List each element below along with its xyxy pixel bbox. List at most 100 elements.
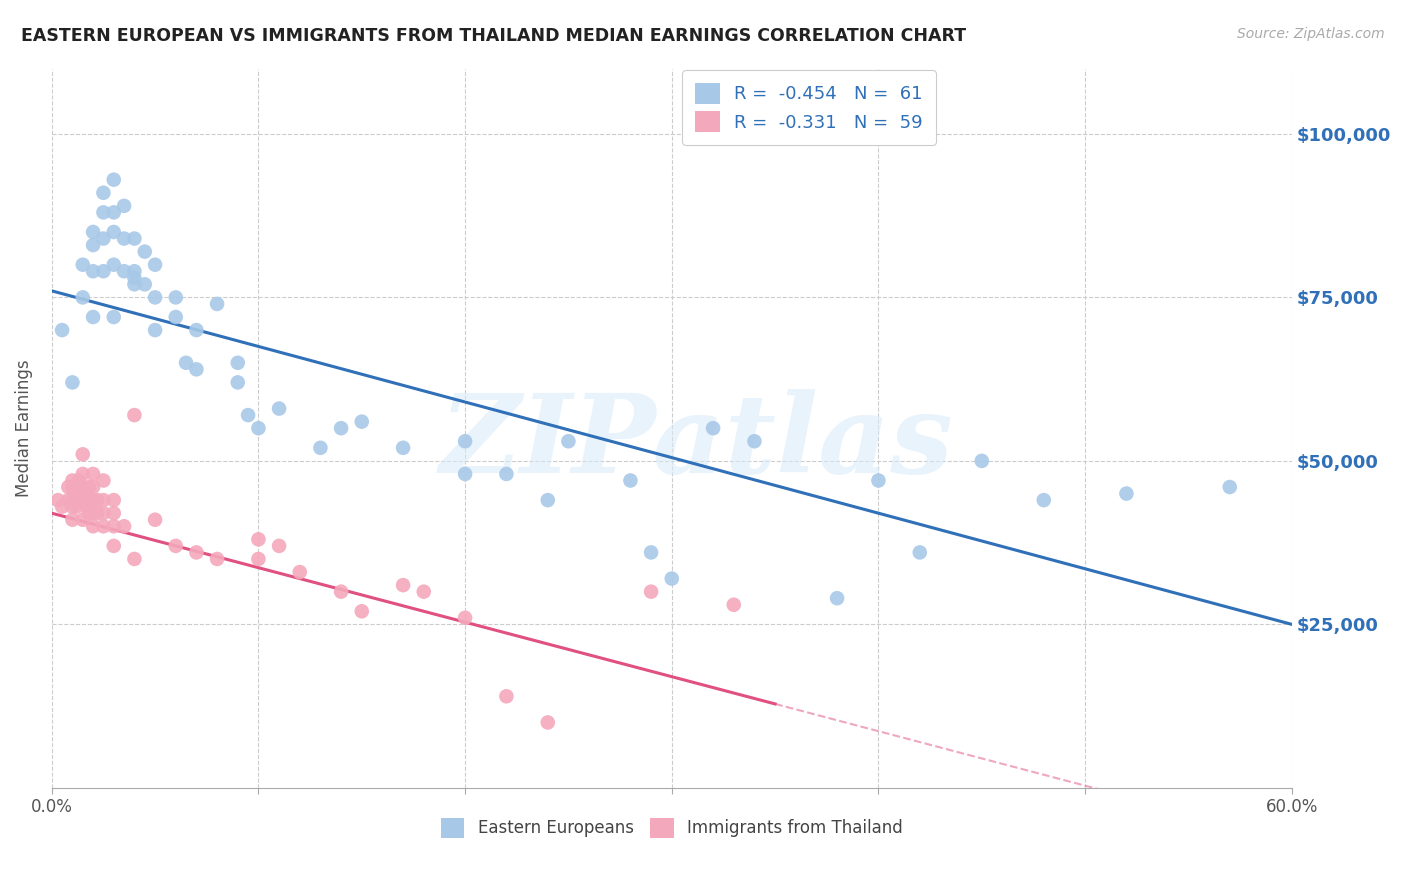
Text: EASTERN EUROPEAN VS IMMIGRANTS FROM THAILAND MEDIAN EARNINGS CORRELATION CHART: EASTERN EUROPEAN VS IMMIGRANTS FROM THAI… bbox=[21, 27, 966, 45]
Point bbox=[77, 480, 100, 494]
Point bbox=[103, 225, 125, 239]
Point bbox=[537, 493, 560, 508]
Point bbox=[392, 578, 415, 592]
Point bbox=[103, 493, 125, 508]
Point bbox=[392, 441, 415, 455]
Point bbox=[103, 205, 125, 219]
Point bbox=[165, 310, 187, 324]
Point bbox=[247, 533, 270, 547]
Point bbox=[124, 231, 146, 245]
Point bbox=[103, 258, 125, 272]
Point bbox=[454, 434, 477, 449]
Point bbox=[67, 474, 90, 488]
Point bbox=[495, 467, 517, 481]
Point bbox=[825, 591, 848, 606]
Point bbox=[205, 552, 228, 566]
Point bbox=[267, 401, 290, 416]
Point bbox=[93, 519, 115, 533]
Point bbox=[112, 264, 135, 278]
Point bbox=[226, 376, 249, 390]
Point bbox=[557, 434, 579, 449]
Point bbox=[65, 500, 87, 514]
Point bbox=[76, 500, 98, 514]
Point bbox=[143, 513, 166, 527]
Point bbox=[93, 506, 115, 520]
Point bbox=[72, 493, 94, 508]
Point bbox=[46, 493, 69, 508]
Point bbox=[82, 519, 104, 533]
Point bbox=[82, 467, 104, 481]
Point bbox=[330, 421, 353, 435]
Point bbox=[723, 598, 745, 612]
Point bbox=[267, 539, 290, 553]
Point bbox=[103, 310, 125, 324]
Point bbox=[661, 572, 683, 586]
Point bbox=[103, 506, 125, 520]
Point bbox=[93, 264, 115, 278]
Point bbox=[103, 172, 125, 186]
Point bbox=[51, 323, 73, 337]
Point bbox=[82, 310, 104, 324]
Point bbox=[537, 715, 560, 730]
Point bbox=[77, 506, 100, 520]
Point bbox=[72, 467, 94, 481]
Text: ZIPatlas: ZIPatlas bbox=[440, 389, 953, 496]
Point bbox=[86, 493, 108, 508]
Point bbox=[186, 323, 208, 337]
Point bbox=[86, 506, 108, 520]
Point bbox=[174, 356, 197, 370]
Point bbox=[412, 584, 434, 599]
Point bbox=[82, 493, 104, 508]
Point bbox=[640, 545, 662, 559]
Point bbox=[702, 421, 724, 435]
Legend: Eastern Europeans, Immigrants from Thailand: Eastern Europeans, Immigrants from Thail… bbox=[434, 812, 910, 844]
Point bbox=[93, 205, 115, 219]
Point bbox=[143, 258, 166, 272]
Point bbox=[72, 290, 94, 304]
Point bbox=[62, 493, 84, 508]
Point bbox=[134, 277, 156, 292]
Point bbox=[103, 539, 125, 553]
Point bbox=[65, 480, 87, 494]
Point bbox=[226, 356, 249, 370]
Point bbox=[454, 611, 477, 625]
Point bbox=[247, 552, 270, 566]
Point bbox=[124, 552, 146, 566]
Point bbox=[143, 290, 166, 304]
Point bbox=[62, 474, 84, 488]
Point bbox=[236, 408, 259, 422]
Point bbox=[640, 584, 662, 599]
Point bbox=[103, 519, 125, 533]
Point bbox=[1115, 486, 1137, 500]
Point bbox=[165, 290, 187, 304]
Point bbox=[165, 539, 187, 553]
Point bbox=[82, 238, 104, 252]
Point bbox=[970, 454, 993, 468]
Point bbox=[868, 474, 890, 488]
Point bbox=[93, 493, 115, 508]
Point bbox=[112, 231, 135, 245]
Point bbox=[51, 500, 73, 514]
Point bbox=[72, 447, 94, 461]
Point bbox=[186, 362, 208, 376]
Point bbox=[67, 486, 90, 500]
Point bbox=[205, 297, 228, 311]
Point bbox=[744, 434, 766, 449]
Point bbox=[82, 225, 104, 239]
Point bbox=[288, 565, 311, 579]
Point bbox=[58, 493, 80, 508]
Point bbox=[65, 493, 87, 508]
Point bbox=[76, 486, 98, 500]
Point bbox=[247, 421, 270, 435]
Point bbox=[72, 258, 94, 272]
Point bbox=[62, 480, 84, 494]
Point bbox=[309, 441, 332, 455]
Point bbox=[112, 519, 135, 533]
Point bbox=[124, 264, 146, 278]
Point bbox=[82, 264, 104, 278]
Y-axis label: Median Earnings: Median Earnings bbox=[15, 359, 32, 497]
Point bbox=[134, 244, 156, 259]
Point bbox=[112, 199, 135, 213]
Point bbox=[93, 474, 115, 488]
Point bbox=[124, 270, 146, 285]
